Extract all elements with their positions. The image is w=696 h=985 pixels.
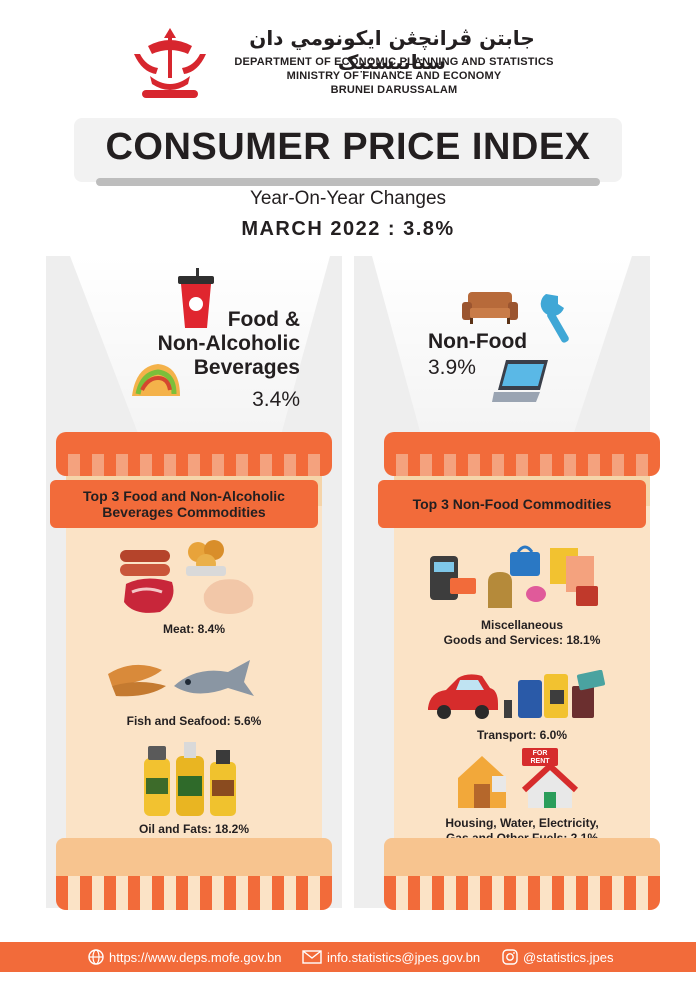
nonfood-booth: Top 3 Non-Food Commodities Miscellaneous… [378, 432, 660, 910]
jawi-department-title: جابتن ڤرانچڠن ايكونومي دان ستاتيستيک [249, 26, 535, 74]
meat-label: Meat: 8.4% [162, 622, 226, 636]
nonfood-sign-text: Top 3 Non-Food Commodities [412, 496, 612, 512]
for-rent-sign: FOR RENT [530, 750, 550, 765]
laptop-icon [492, 360, 548, 402]
sofa-icon [462, 292, 518, 324]
ministry-name: MINISTRY OF FINANCE AND ECONOMY [286, 70, 502, 82]
booth-counter-stripes [56, 876, 332, 910]
nonfood-category-title: Non-Food [428, 330, 528, 353]
fish-icon [108, 660, 254, 697]
food-commodities-sign: Top 3 Food and Non-Alcoholic Beverages C… [50, 480, 318, 528]
department-name: DEPARTMENT OF ECONOMIC PLANNING AND STAT… [234, 56, 554, 68]
email-icon [302, 950, 322, 964]
booth-body [394, 476, 650, 880]
header: جابتن ڤرانچڠن ايكونومي دان ستاتيستيک DEP… [0, 0, 696, 112]
booth-counter-stripes [384, 876, 660, 910]
misc-goods-label: Miscellaneous Goods and Services: 18.1% [394, 618, 650, 648]
food-title-line1: Food & [227, 308, 300, 331]
footer: https://www.deps.mofe.gov.bn info.statis… [0, 942, 696, 972]
misc-label-line1: Miscellaneous [480, 618, 564, 632]
misc-label-line2: Goods and Services: 18.1% [443, 633, 601, 647]
house-icon [458, 748, 579, 808]
oil-label: Oil and Fats: 18.2% [138, 822, 250, 836]
transport-icon [428, 670, 606, 719]
footer-email[interactable]: info.statistics@jpes.gov.bn [302, 949, 480, 965]
drink-cup-icon [178, 268, 214, 328]
footer-instagram[interactable]: @statistics.jpes [502, 949, 614, 965]
awning [56, 432, 332, 454]
title-shadow [96, 178, 600, 186]
awning [384, 432, 660, 454]
wrench-icon [540, 294, 569, 343]
transport-label: Transport: 6.0% [394, 728, 650, 743]
oil-bottles-icon [144, 742, 236, 816]
nonfood-commodities-sign: Top 3 Non-Food Commodities [378, 480, 646, 528]
food-category-value: 3.4% [252, 388, 300, 411]
website-link[interactable]: https://www.deps.mofe.gov.bn [109, 949, 282, 965]
country-name: BRUNEI DARUSSALAM [330, 84, 458, 96]
misc-goods-icon [430, 545, 598, 608]
food-sign-line2: Beverages Commodities [102, 504, 266, 520]
instagram-icon [502, 949, 518, 965]
food-title-line3: Beverages [193, 356, 300, 379]
globe-icon [88, 949, 104, 965]
instagram-handle[interactable]: @statistics.jpes [523, 949, 614, 965]
food-booth: Top 3 Food and Non-Alcoholic Beverages C… [50, 432, 332, 910]
page-subtitle: Year-On-Year Changes [249, 188, 447, 209]
nonfood-category-value: 3.9% [428, 356, 476, 379]
email-link[interactable]: info.statistics@jpes.gov.bn [327, 949, 481, 965]
booth-counter [56, 838, 332, 878]
page-title: CONSUMER PRICE INDEX [105, 126, 591, 168]
food-title-line2: Non-Alcoholic [157, 332, 300, 355]
fish-label: Fish and Seafood: 5.6% [126, 714, 262, 728]
food-sign-line1: Top 3 Food and Non-Alcoholic [83, 488, 285, 504]
food-category-title: Food & Non-Alcoholic Beverages [120, 308, 300, 380]
housing-label-line1: Housing, Water, Electricity, [445, 816, 599, 830]
title-band [74, 118, 622, 182]
awning-stripes [384, 454, 660, 476]
brunei-crest-icon [134, 28, 206, 98]
meat-icon [120, 540, 254, 614]
booth-counter [384, 838, 660, 878]
headline-figure: MARCH 2022 : 3.8% [241, 218, 455, 240]
footer-website[interactable]: https://www.deps.mofe.gov.bn [88, 949, 281, 965]
transport-label-line1: Transport: 6.0% [476, 728, 568, 742]
taco-icon [132, 364, 180, 396]
awning-stripes [56, 454, 332, 476]
